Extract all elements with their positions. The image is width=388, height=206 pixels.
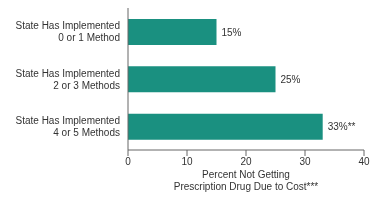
svg-text:30: 30 <box>299 156 311 167</box>
svg-text:0: 0 <box>125 156 131 167</box>
svg-text:33%**: 33%** <box>328 121 356 132</box>
svg-text:15%: 15% <box>222 27 242 38</box>
svg-text:State Has Implemented0 or 1 Me: State Has Implemented0 or 1 Method <box>16 20 121 43</box>
svg-text:State Has Implemented2 or 3 Me: State Has Implemented2 or 3 Methods <box>16 68 121 91</box>
svg-text:10: 10 <box>181 156 193 167</box>
svg-text:40: 40 <box>358 156 370 167</box>
svg-text:State Has Implemented4 or 5 Me: State Has Implemented4 or 5 Methods <box>16 115 121 138</box>
svg-text:20: 20 <box>240 156 252 167</box>
svg-text:Percent Not GettingPrescriptio: Percent Not GettingPrescription Drug Due… <box>174 169 319 192</box>
svg-text:25%: 25% <box>281 74 301 85</box>
